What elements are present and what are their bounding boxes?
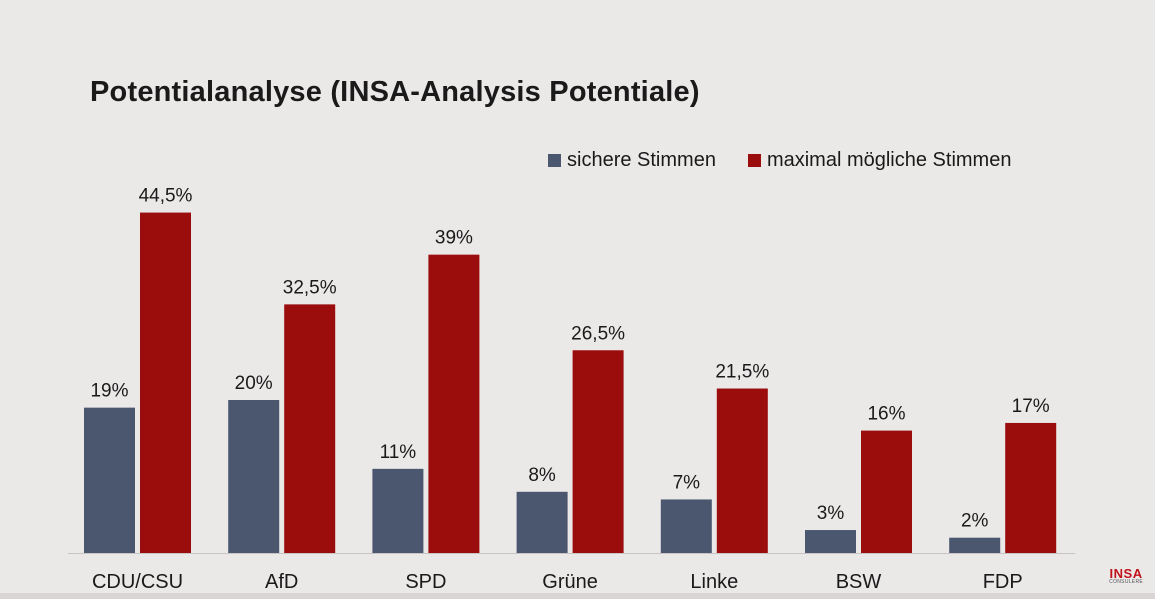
bar-bsw-sichere-stimmen <box>805 530 856 553</box>
legend-label-sichere-stimmen: sichere Stimmen <box>567 149 716 171</box>
x-tick-label-cdu-csu: CDU/CSU <box>92 571 183 593</box>
chart-title: Potentialanalyse (INSA-Analysis Potentia… <box>90 76 700 108</box>
bar-fdp-maximal-moegliche-stimmen <box>1005 422 1057 553</box>
data-label-afd-maximal-moegliche-stimmen: 32,5% <box>283 277 337 298</box>
data-label-afd-sichere-stimmen: 20% <box>235 373 273 394</box>
data-label-bsw-sichere-stimmen: 3% <box>817 503 845 524</box>
data-label-spd-sichere-stimmen: 11% <box>380 442 417 463</box>
bar-gruene-maximal-moegliche-stimmen <box>572 350 624 553</box>
data-label-bsw-maximal-moegliche-stimmen: 16% <box>867 404 905 425</box>
legend-item-sichere-stimmen: sichere Stimmen <box>548 149 716 172</box>
data-label-fdp-sichere-stimmen: 2% <box>961 511 989 532</box>
data-label-spd-maximal-moegliche-stimmen: 39% <box>435 228 473 249</box>
bar-cdu-csu-maximal-moegliche-stimmen <box>140 212 191 553</box>
data-label-cdu-csu-sichere-stimmen: 19% <box>90 381 128 402</box>
bar-afd-maximal-moegliche-stimmen <box>284 304 336 553</box>
bar-bsw-maximal-moegliche-stimmen <box>861 430 912 553</box>
legend-swatch-maximal-moegliche-stimmen <box>747 154 761 167</box>
legend-item-maximal-moegliche-stimmen: maximal mögliche Stimmen <box>747 149 1012 172</box>
x-tick-label-afd: AfD <box>265 571 298 593</box>
insa-logo: INSA CONSULERE <box>1109 567 1143 585</box>
x-tick-label-linke: Linke <box>690 571 738 593</box>
x-tick-label-spd: SPD <box>405 571 446 593</box>
x-tick-label-fdp: FDP <box>983 571 1023 593</box>
bottom-bar <box>0 593 1155 599</box>
chart-legend: sichere Stimmen maximal mögliche Stimmen <box>548 149 1011 172</box>
bar-linke-maximal-moegliche-stimmen <box>716 388 768 553</box>
bar-cdu-csu-sichere-stimmen <box>84 407 135 553</box>
insa-logo-subtitle: CONSULERE <box>1109 579 1143 585</box>
legend-swatch-sichere-stimmen <box>548 154 561 167</box>
bar-gruene-sichere-stimmen <box>516 491 568 553</box>
bar-spd-maximal-moegliche-stimmen <box>428 254 480 553</box>
data-label-fdp-maximal-moegliche-stimmen: 17% <box>1012 396 1050 417</box>
data-label-gruene-maximal-moegliche-stimmen: 26,5% <box>571 323 625 344</box>
bar-fdp-sichere-stimmen <box>949 537 1001 553</box>
x-tick-label-gruene: Grüne <box>542 571 598 593</box>
legend-label-maximal-moegliche-stimmen: maximal mögliche Stimmen <box>766 149 1012 171</box>
bar-afd-sichere-stimmen <box>228 400 280 553</box>
data-label-linke-maximal-moegliche-stimmen: 21,5% <box>715 362 769 383</box>
bar-spd-sichere-stimmen <box>372 468 424 553</box>
data-label-linke-sichere-stimmen: 7% <box>673 472 701 493</box>
x-tick-label-bsw: BSW <box>836 571 882 593</box>
data-label-gruene-sichere-stimmen: 8% <box>528 465 556 486</box>
bar-linke-sichere-stimmen <box>660 499 712 553</box>
insa-logo-wordmark: INSA <box>1109 566 1143 581</box>
data-label-cdu-csu-maximal-moegliche-stimmen: 44,5% <box>139 186 193 207</box>
